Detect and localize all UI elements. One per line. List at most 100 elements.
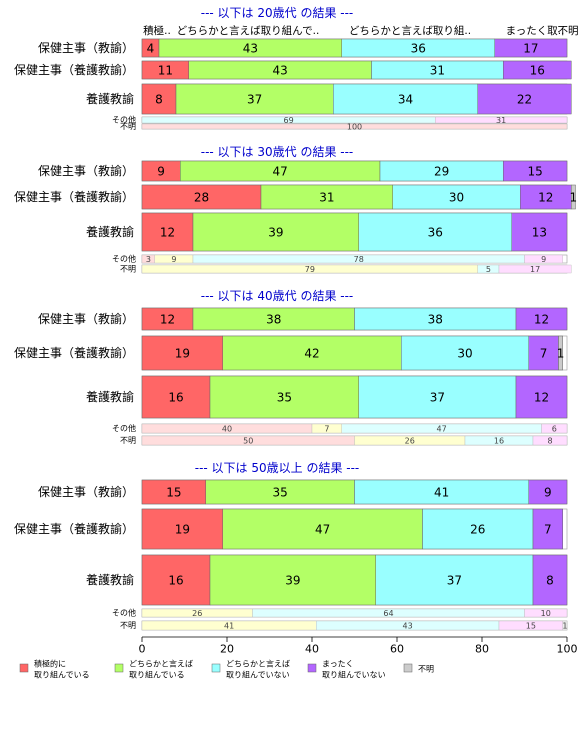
row-label: 不明 <box>120 436 136 445</box>
bar-segment-somewhat_active <box>222 508 423 550</box>
bar-value-label: 6 <box>552 425 557 434</box>
row-label: 不明 <box>120 122 136 131</box>
bar-value-label: 19 <box>175 523 190 537</box>
panel-title: --- 以下は 40歳代 の結果 --- <box>201 289 354 303</box>
bar-value-label: 78 <box>354 255 364 264</box>
bar-value-label: 41 <box>434 486 449 500</box>
bar-value-label: 16 <box>168 574 183 588</box>
bar-value-label: 16 <box>168 391 183 405</box>
bar-segment-somewhat_inactive <box>358 375 517 419</box>
legend-label: 取り組んでいる <box>129 670 185 680</box>
bar-segment-unknown <box>558 335 563 371</box>
bar-value-label: 12 <box>534 313 549 327</box>
bar-segment-inactive <box>477 83 572 115</box>
bar-value-label: 31 <box>430 64 445 78</box>
legend-swatch-somewhat_active <box>114 663 124 673</box>
bar-value-label: 15 <box>527 165 542 179</box>
row-label: 養護教諭 <box>86 91 134 106</box>
bar-value-label: 43 <box>403 622 413 631</box>
bar-value-label: 1 <box>557 347 565 361</box>
bar-segment-inactive <box>528 479 568 505</box>
legend-swatch-inactive <box>307 663 317 673</box>
bar-value-label: 9 <box>544 486 552 500</box>
bar-value-label: 34 <box>398 93 413 107</box>
bar-value-label: 12 <box>534 391 549 405</box>
bar-value-label: 11 <box>158 64 173 78</box>
bar-value-label: 4 <box>147 42 155 56</box>
row-label: その他 <box>112 608 136 618</box>
bar-segment-inactive <box>515 375 568 419</box>
bar-value-label: 7 <box>540 347 548 361</box>
bar-value-label: 64 <box>383 609 393 618</box>
bar-value-label: 37 <box>430 391 445 405</box>
row-label: 不明 <box>120 265 136 274</box>
bar-segment-active <box>141 335 223 371</box>
bar-segment-active <box>141 479 206 505</box>
bar-value-label: 41 <box>224 622 234 631</box>
bar-value-label: 9 <box>541 255 546 264</box>
bar-segment-inactive <box>532 435 568 446</box>
x-tick-label: 80 <box>475 643 489 656</box>
bar-value-label: 12 <box>160 226 175 240</box>
bar-value-label: 43 <box>243 42 258 56</box>
legend-swatch-active <box>19 663 29 673</box>
bar-value-label: 19 <box>175 347 190 361</box>
bar-segment-inactive <box>494 38 568 58</box>
row-label: 保健主事（教諭） <box>38 311 134 326</box>
bar-segment-somewhat_active <box>260 184 393 210</box>
bar-value-label: 28 <box>194 191 209 205</box>
bar-value-label: 26 <box>192 609 202 618</box>
bar-segment-unknown <box>571 184 576 210</box>
bar-segment-active <box>141 83 177 115</box>
bar-segment-inactive <box>528 335 559 371</box>
bar-segment-inactive <box>435 116 568 124</box>
bar-value-label: 39 <box>268 226 283 240</box>
bar-value-label: 8 <box>546 574 554 588</box>
header-label: 積極.. <box>143 24 171 37</box>
legend-label: どちらかと言えば <box>129 659 193 669</box>
bar-value-label: 17 <box>523 42 538 56</box>
bar-value-label: 35 <box>272 486 287 500</box>
bar-value-label: 12 <box>538 191 553 205</box>
panel-title: --- 以下は 30歳代 の結果 --- <box>201 145 354 159</box>
bar-segment-inactive <box>503 160 568 182</box>
bar-value-label: 1 <box>562 622 567 631</box>
bar-value-label: 22 <box>517 93 532 107</box>
bar-segment-inactive <box>532 554 568 606</box>
bar-value-label: 10 <box>541 609 551 618</box>
row-label: 保健主事（養護教諭） <box>14 345 134 360</box>
row-label: 保健主事（養護教諭） <box>14 189 134 204</box>
bar-segment-inactive <box>524 608 568 618</box>
header-label: どちらかと言えば取り組.. <box>349 24 471 37</box>
panel-title: --- 以下は 50歳以上 の結果 --- <box>195 461 360 475</box>
bar-value-label: 38 <box>266 313 281 327</box>
bar-value-label: 43 <box>272 64 287 78</box>
bar-value-label: 16 <box>530 64 545 78</box>
bar-value-label: 15 <box>166 486 181 500</box>
bar-segment-inactive <box>503 60 572 80</box>
bar-value-label: 13 <box>532 226 547 240</box>
bar-segment-somewhat_inactive <box>354 479 529 505</box>
bar-value-label: 69 <box>284 116 294 125</box>
bar-value-label: 42 <box>304 347 319 361</box>
bar-value-label: 50 <box>243 437 253 446</box>
bar-value-label: 47 <box>437 425 447 434</box>
row-label: 養護教諭 <box>86 572 134 587</box>
bar-value-label: 16 <box>494 437 504 446</box>
bar-value-label: 9 <box>157 165 165 179</box>
bar-value-label: 47 <box>272 165 287 179</box>
bar-value-label: 29 <box>434 165 449 179</box>
row-label: 保健主事（教諭） <box>38 40 134 55</box>
bar-value-label: 17 <box>530 265 540 274</box>
bar-value-label: 9 <box>171 255 176 264</box>
bar-segment-somewhat_inactive <box>401 335 529 371</box>
bar-value-label: 47 <box>315 523 330 537</box>
bar-value-label: 5 <box>486 265 491 274</box>
bar-value-label: 26 <box>405 437 415 446</box>
bar-segment-somewhat_active <box>175 83 334 115</box>
legend-label: まったく <box>322 660 354 669</box>
bar-segment-somewhat_active <box>222 335 402 371</box>
bar-segment-somewhat_active <box>209 375 359 419</box>
bar-segment-somewhat_active <box>209 554 376 606</box>
x-tick-label: 0 <box>139 643 146 656</box>
